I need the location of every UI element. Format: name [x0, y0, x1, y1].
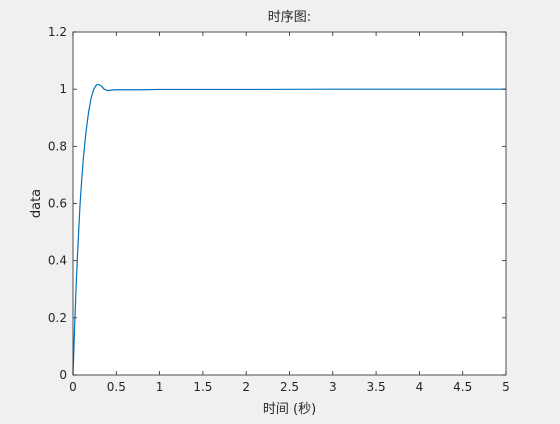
x-axis: 0 0.5 1 1.5 2 2.5 3 3.5 4 4.5 5	[69, 32, 510, 394]
chart-title: 时序图:	[268, 10, 311, 25]
y-tick-label: 0.6	[48, 197, 67, 211]
y-axis: 0 0.2 0.4 0.6 0.8 1 1.2	[48, 25, 506, 382]
y-tick-label: 0.2	[48, 311, 67, 325]
series-line-0	[72, 83, 506, 376]
plot-area	[73, 32, 506, 375]
y-axis-label: data	[29, 189, 44, 218]
x-tick-label: 3.5	[367, 380, 386, 394]
x-tick-label: 0	[69, 380, 77, 394]
x-axis-label: 时间 (秒)	[263, 402, 316, 417]
y-tick-label: 1	[59, 82, 67, 96]
y-tick-label: 0.8	[48, 139, 67, 153]
y-tick-label: 1.2	[48, 25, 67, 39]
x-tick-label: 3	[329, 380, 337, 394]
x-tick-label: 4.5	[453, 380, 472, 394]
x-tick-label: 1	[156, 380, 164, 394]
x-tick-label: 5	[502, 380, 510, 394]
series-layer	[72, 83, 506, 376]
x-tick-label: 4	[416, 380, 424, 394]
x-tick-label: 2.5	[280, 380, 299, 394]
x-tick-label: 2	[242, 380, 250, 394]
y-tick-label: 0.4	[48, 254, 67, 268]
y-tick-label: 0	[59, 368, 67, 382]
x-tick-label: 0.5	[107, 380, 126, 394]
x-tick-label: 1.5	[193, 380, 212, 394]
